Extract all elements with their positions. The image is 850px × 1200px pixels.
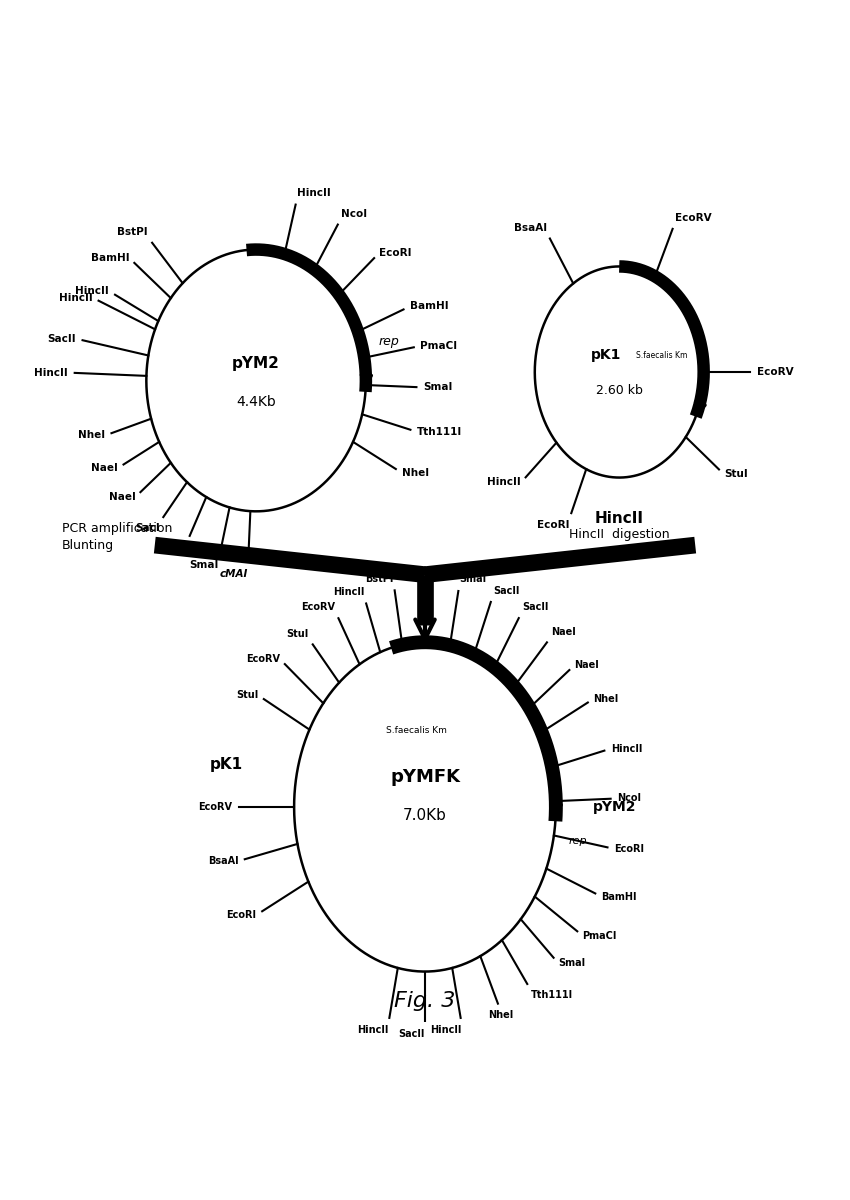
Text: HincII: HincII bbox=[59, 293, 93, 302]
Text: BamHI: BamHI bbox=[410, 301, 448, 312]
Text: NaeI: NaeI bbox=[551, 626, 575, 637]
Text: HincII: HincII bbox=[487, 478, 521, 487]
Text: Blunting: Blunting bbox=[62, 539, 114, 552]
Text: StuI: StuI bbox=[286, 629, 309, 638]
Text: pYM2: pYM2 bbox=[232, 356, 280, 371]
Text: SacII: SacII bbox=[399, 1028, 425, 1039]
Text: BamHI: BamHI bbox=[407, 570, 443, 581]
Text: HincII: HincII bbox=[357, 1025, 388, 1034]
Text: NheI: NheI bbox=[593, 694, 619, 704]
Text: SmaI: SmaI bbox=[459, 575, 486, 584]
Text: SacI: SacI bbox=[135, 523, 160, 533]
Text: PCR amplification: PCR amplification bbox=[62, 522, 173, 535]
Text: SacII: SacII bbox=[48, 334, 76, 343]
Text: pYMFK: pYMFK bbox=[390, 768, 460, 786]
Text: rep: rep bbox=[378, 335, 400, 348]
Text: NaeI: NaeI bbox=[575, 660, 599, 671]
Text: EcoRI: EcoRI bbox=[536, 520, 570, 529]
Text: EcoRI: EcoRI bbox=[226, 910, 257, 920]
Text: NheI: NheI bbox=[78, 431, 105, 440]
Text: BsaAI: BsaAI bbox=[207, 856, 238, 866]
Text: S.faecalis Km: S.faecalis Km bbox=[386, 726, 447, 736]
Text: StuI: StuI bbox=[236, 690, 258, 701]
Text: PmaCI: PmaCI bbox=[421, 341, 457, 350]
Text: EcoRI: EcoRI bbox=[614, 844, 644, 854]
Text: EcoRV: EcoRV bbox=[302, 602, 336, 612]
Text: 7.0Kb: 7.0Kb bbox=[403, 808, 447, 823]
Text: 2.60 kb: 2.60 kb bbox=[596, 384, 643, 397]
Text: HincII: HincII bbox=[76, 287, 109, 296]
Text: SacII: SacII bbox=[522, 602, 548, 612]
Text: SacII: SacII bbox=[493, 586, 519, 595]
Text: BstPI: BstPI bbox=[366, 574, 394, 583]
Text: rep: rep bbox=[569, 835, 587, 846]
Text: HincII: HincII bbox=[595, 511, 643, 527]
Text: HincII: HincII bbox=[298, 188, 331, 198]
Text: pK1: pK1 bbox=[210, 757, 243, 772]
Text: PmaCI: PmaCI bbox=[582, 930, 617, 941]
Text: EcoRV: EcoRV bbox=[675, 212, 711, 222]
Text: 4.4Kb: 4.4Kb bbox=[236, 395, 276, 408]
Text: EcoRI: EcoRI bbox=[379, 248, 411, 258]
Text: HincII: HincII bbox=[430, 1025, 462, 1034]
Text: BstPI: BstPI bbox=[117, 227, 148, 238]
Text: BamHI: BamHI bbox=[601, 892, 637, 901]
Text: HincII: HincII bbox=[333, 587, 365, 596]
Text: StuI: StuI bbox=[724, 469, 748, 479]
Text: HincII: HincII bbox=[611, 744, 643, 754]
Text: NheI: NheI bbox=[488, 1010, 513, 1020]
Text: Tth111I: Tth111I bbox=[416, 427, 462, 437]
Text: S.faecalis Km: S.faecalis Km bbox=[636, 350, 688, 360]
Text: SmaI: SmaI bbox=[558, 958, 585, 968]
Text: pYM2: pYM2 bbox=[593, 800, 637, 814]
Text: NheI: NheI bbox=[401, 468, 428, 478]
Text: EcoRV: EcoRV bbox=[756, 367, 794, 377]
Text: Fig. 3: Fig. 3 bbox=[394, 991, 456, 1012]
Text: EcoRV: EcoRV bbox=[198, 802, 232, 812]
Text: HincII: HincII bbox=[34, 367, 68, 378]
Text: Tth111I: Tth111I bbox=[530, 990, 573, 1000]
Text: BsaAI: BsaAI bbox=[513, 222, 547, 233]
Text: SmaI: SmaI bbox=[423, 383, 452, 392]
Text: SmaI: SmaI bbox=[190, 559, 218, 570]
Text: HincII  digestion: HincII digestion bbox=[569, 528, 670, 541]
Text: SacII: SacII bbox=[158, 542, 187, 552]
Text: pK1: pK1 bbox=[592, 348, 621, 362]
Text: cMAI: cMAI bbox=[219, 569, 248, 578]
Text: NcoI: NcoI bbox=[617, 793, 642, 804]
Text: NaeI: NaeI bbox=[91, 463, 118, 473]
Text: EcoRV: EcoRV bbox=[246, 654, 280, 665]
Text: NcoI: NcoI bbox=[341, 209, 367, 218]
Text: BamHI: BamHI bbox=[91, 253, 129, 263]
Text: NaeI: NaeI bbox=[109, 492, 135, 502]
